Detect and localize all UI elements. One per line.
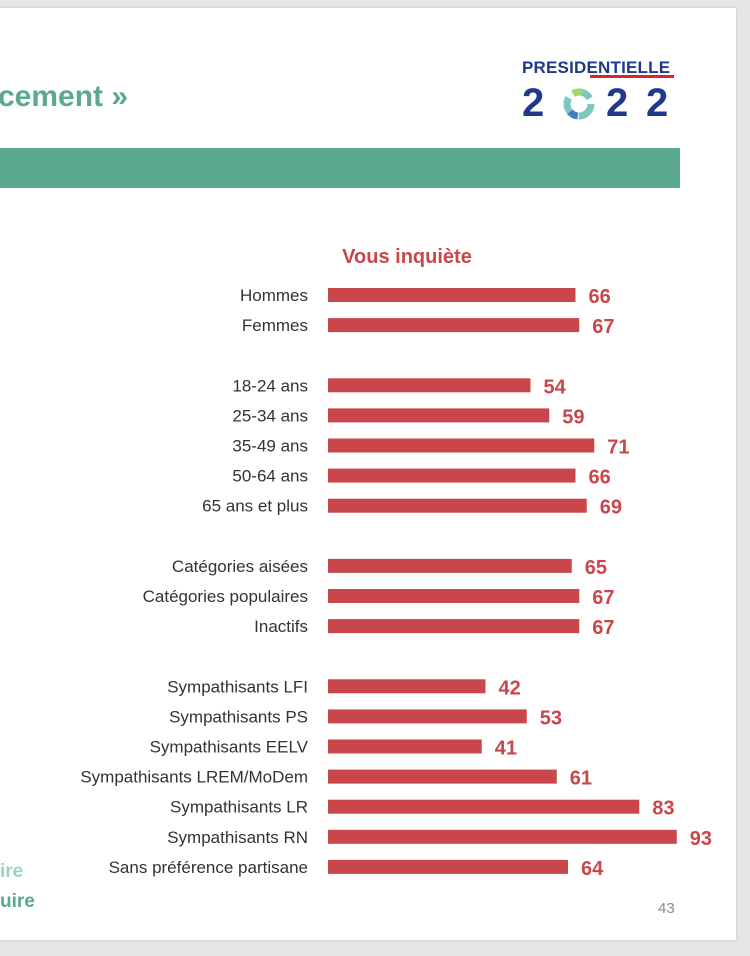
value-label: 83: [652, 798, 674, 820]
bar: [328, 558, 572, 573]
value-label: 67: [592, 316, 614, 338]
category-label: Sympathisants EELV: [150, 738, 309, 757]
category-label: Hommes: [240, 286, 308, 305]
bar: [328, 318, 580, 333]
footer-line-1: ire: [0, 861, 24, 882]
value-label: 66: [589, 286, 611, 308]
bar: [328, 498, 587, 513]
bar: [328, 709, 527, 724]
value-label: 64: [581, 858, 604, 880]
slide: cement » PRESIDENTIELLE 2 2 2 Vous inqui…: [0, 8, 736, 940]
category-label: Catégories aisées: [172, 557, 308, 576]
category-label: Femmes: [242, 316, 308, 335]
bar-chart: Vous inquiète Hommes 66 Femmes 67 18-24 ans 54…: [80, 246, 712, 880]
value-label: 54: [544, 376, 567, 398]
bar: [328, 859, 568, 874]
category-label: Sans préférence partisane: [109, 858, 308, 877]
footer-line-2: uire: [0, 891, 35, 912]
category-label: 35-49 ans: [232, 437, 308, 456]
bar: [328, 769, 557, 784]
logo-digit-3: 2: [606, 81, 629, 125]
bar: [328, 799, 640, 814]
slide-title: cement »: [0, 80, 129, 113]
presidentielle-logo: PRESIDENTIELLE 2 2 2: [522, 58, 676, 128]
category-label: Catégories populaires: [143, 587, 308, 606]
header-band: [0, 148, 680, 188]
value-label: 69: [600, 497, 622, 519]
bar: [328, 438, 595, 453]
page-number: 43: [658, 900, 675, 917]
bar: [328, 408, 550, 423]
bar: [328, 619, 580, 634]
category-label: Inactifs: [254, 617, 308, 636]
bar: [328, 679, 486, 694]
value-label: 42: [499, 677, 521, 699]
category-label: Sympathisants LREM/MoDem: [80, 768, 308, 787]
logo-underline: [590, 75, 674, 78]
logo-ring-icon: [563, 88, 595, 120]
logo-year: 2 2 2: [522, 80, 676, 126]
category-label: Sympathisants LFI: [167, 677, 308, 696]
value-label: 59: [562, 406, 584, 428]
value-label: 71: [607, 437, 629, 459]
bar: [328, 288, 576, 302]
value-label: 67: [592, 587, 614, 609]
category-label: Sympathisants LR: [170, 798, 308, 817]
category-label: 65 ans et plus: [202, 497, 308, 516]
value-label: 61: [570, 768, 592, 790]
category-label: Sympathisants RN: [167, 828, 308, 847]
category-label: 25-34 ans: [232, 406, 308, 425]
logo-word: PRESIDENTIELLE: [522, 58, 671, 77]
value-label: 67: [592, 617, 614, 639]
value-label: 66: [589, 467, 611, 489]
category-label: Sympathisants PS: [169, 707, 308, 726]
category-label: 18-24 ans: [232, 376, 308, 395]
bar: [328, 829, 677, 844]
bar: [328, 739, 482, 754]
logo-digit-4: 2: [646, 81, 669, 125]
bar: [328, 468, 576, 483]
bar: [328, 589, 580, 603]
value-label: 65: [585, 557, 607, 579]
value-label: 53: [540, 707, 562, 729]
value-label: 41: [495, 738, 517, 760]
category-label: 50-64 ans: [232, 467, 308, 486]
chart-title: Vous inquiète: [342, 246, 472, 268]
logo-digit-1: 2: [522, 81, 545, 125]
bar: [328, 378, 531, 393]
value-label: 93: [690, 828, 712, 850]
